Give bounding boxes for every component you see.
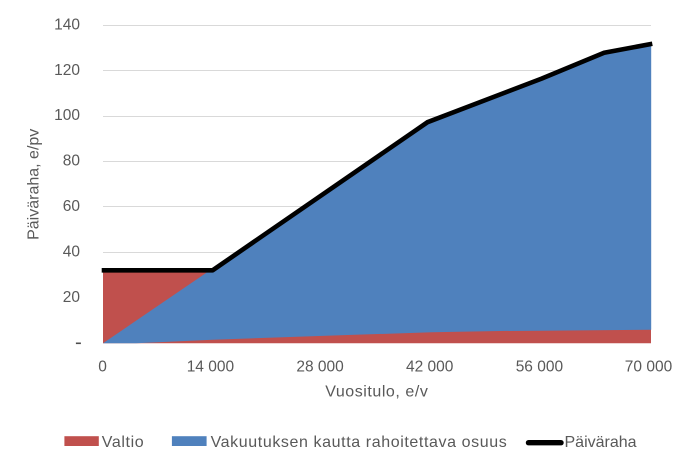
svg-text:70 000: 70 000 — [625, 358, 673, 375]
svg-text:Valtio: Valtio — [102, 434, 144, 451]
svg-text:20: 20 — [63, 289, 81, 306]
svg-text:Vakuutuksen kautta rahoitettav: Vakuutuksen kautta rahoitettava osuus — [211, 434, 508, 451]
svg-text:80: 80 — [63, 153, 81, 170]
svg-text:0: 0 — [98, 358, 107, 375]
svg-text:Päiväraha, e/pv: Päiväraha, e/pv — [26, 129, 43, 240]
svg-text:Päiväraha: Päiväraha — [565, 434, 637, 451]
svg-text:42 000: 42 000 — [406, 358, 454, 375]
svg-text:28 000: 28 000 — [296, 358, 344, 375]
svg-text:120: 120 — [54, 62, 80, 79]
svg-text:56 000: 56 000 — [516, 358, 564, 375]
svg-text:60: 60 — [63, 198, 81, 215]
svg-text:100: 100 — [54, 107, 80, 124]
svg-text:40: 40 — [63, 244, 81, 261]
svg-text:14 000: 14 000 — [187, 358, 235, 375]
svg-text:Vuositulo, e/v: Vuositulo, e/v — [325, 383, 428, 400]
svg-text:140: 140 — [54, 16, 80, 33]
